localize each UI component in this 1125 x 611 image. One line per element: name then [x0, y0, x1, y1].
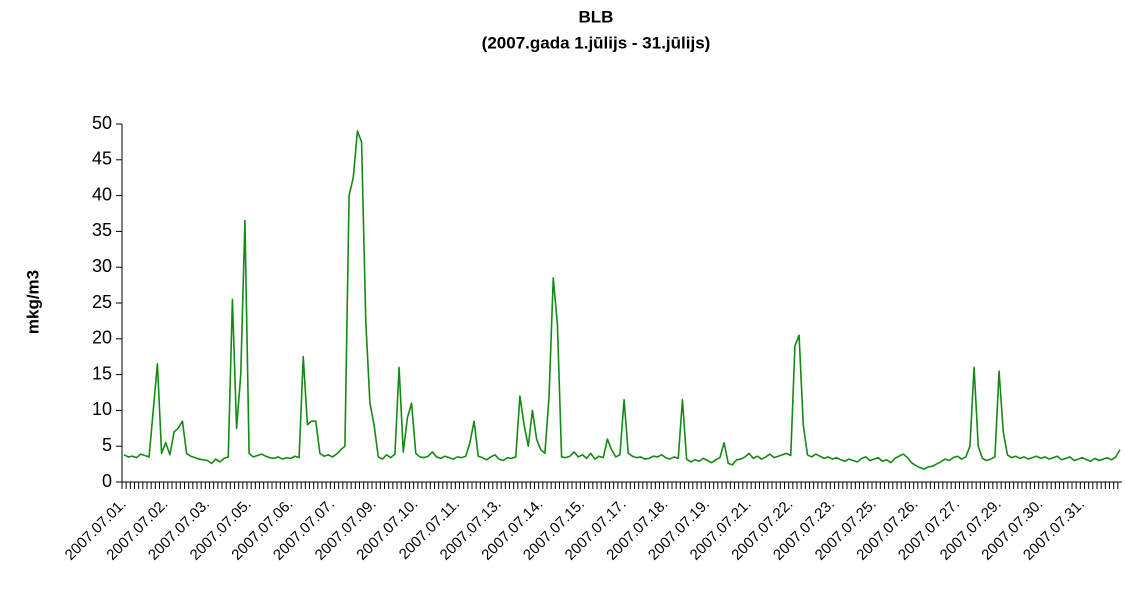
y-tick-label: 45 [92, 149, 112, 169]
data-line [123, 130, 1121, 470]
y-tick-label: 50 [92, 113, 112, 133]
chart-subtitle: (2007.gada 1.jūlijs - 31.jūlijs) [482, 33, 711, 52]
y-tick-label: 0 [102, 471, 112, 491]
y-tick-label: 30 [92, 256, 112, 276]
y-tick-label: 25 [92, 292, 112, 312]
y-tick-label: 40 [92, 184, 112, 204]
y-tick-label: 15 [92, 363, 112, 383]
chart-title: BLB [579, 7, 614, 26]
y-axis-label: mkg/m3 [23, 270, 42, 334]
y-tick-label: 10 [92, 399, 112, 419]
y-tick-label: 5 [102, 435, 112, 455]
y-tick-label: 35 [92, 220, 112, 240]
y-tick-label: 20 [92, 328, 112, 348]
